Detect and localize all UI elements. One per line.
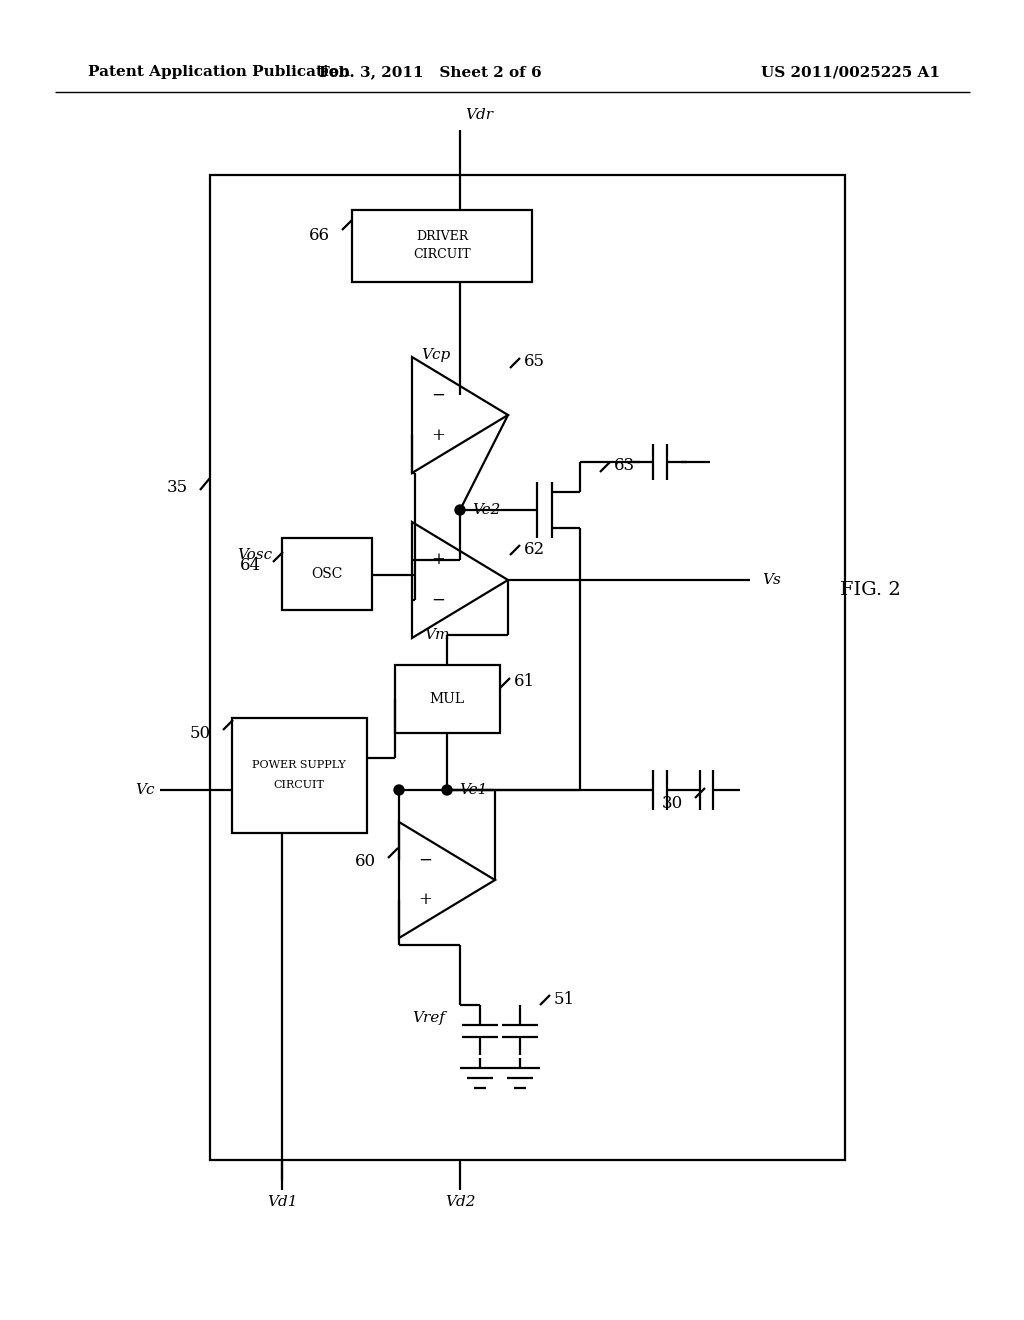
Text: OSC: OSC (311, 568, 343, 581)
Text: 35: 35 (167, 479, 188, 496)
Text: Ve1: Ve1 (459, 783, 487, 797)
Bar (282, 539, 372, 610)
Text: Vref: Vref (412, 1011, 445, 1026)
Text: DRIVER: DRIVER (416, 231, 468, 243)
Text: 61: 61 (514, 673, 536, 690)
Text: Vcp: Vcp (421, 348, 450, 362)
Text: FIG. 2: FIG. 2 (840, 581, 901, 599)
Text: CIRCUIT: CIRCUIT (414, 248, 471, 261)
Text: +: + (431, 426, 445, 444)
Bar (210, 176, 845, 1160)
Text: CIRCUIT: CIRCUIT (273, 780, 325, 789)
Bar (352, 210, 532, 282)
Text: Vm: Vm (425, 628, 450, 642)
Circle shape (455, 506, 465, 515)
Text: Vd2: Vd2 (444, 1195, 475, 1209)
Text: POWER SUPPLY: POWER SUPPLY (252, 760, 346, 770)
Circle shape (394, 785, 404, 795)
Text: Ve2: Ve2 (472, 503, 501, 517)
Text: 65: 65 (524, 354, 545, 371)
Text: +: + (431, 552, 445, 569)
Text: 62: 62 (524, 540, 545, 557)
Text: MUL: MUL (429, 692, 465, 706)
Bar (395, 665, 500, 733)
Text: Patent Application Publication: Patent Application Publication (88, 65, 350, 79)
Text: Vdr: Vdr (465, 108, 493, 121)
Text: Vc: Vc (135, 783, 155, 797)
Text: −: − (431, 591, 445, 609)
Text: −: − (418, 851, 432, 869)
Text: 30: 30 (662, 796, 683, 813)
Circle shape (442, 785, 452, 795)
Text: Feb. 3, 2011   Sheet 2 of 6: Feb. 3, 2011 Sheet 2 of 6 (318, 65, 542, 79)
Text: 60: 60 (355, 854, 376, 870)
Text: 64: 64 (240, 557, 261, 574)
Text: Vs: Vs (762, 573, 781, 587)
Text: Vosc: Vosc (237, 548, 272, 562)
Text: 63: 63 (614, 458, 635, 474)
Text: 50: 50 (189, 726, 211, 742)
Text: 66: 66 (309, 227, 330, 243)
Text: +: + (418, 891, 432, 908)
Text: Vd1: Vd1 (266, 1195, 297, 1209)
Text: −: − (431, 387, 445, 404)
Bar (232, 718, 367, 833)
Text: 51: 51 (554, 990, 575, 1007)
Text: US 2011/0025225 A1: US 2011/0025225 A1 (761, 65, 940, 79)
